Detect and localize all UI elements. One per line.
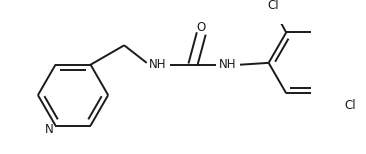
Text: N: N xyxy=(45,123,53,136)
Text: Cl: Cl xyxy=(344,99,356,112)
Text: NH: NH xyxy=(149,58,167,71)
Text: Cl: Cl xyxy=(268,0,279,12)
Text: O: O xyxy=(197,21,206,34)
Text: NH: NH xyxy=(219,58,237,71)
